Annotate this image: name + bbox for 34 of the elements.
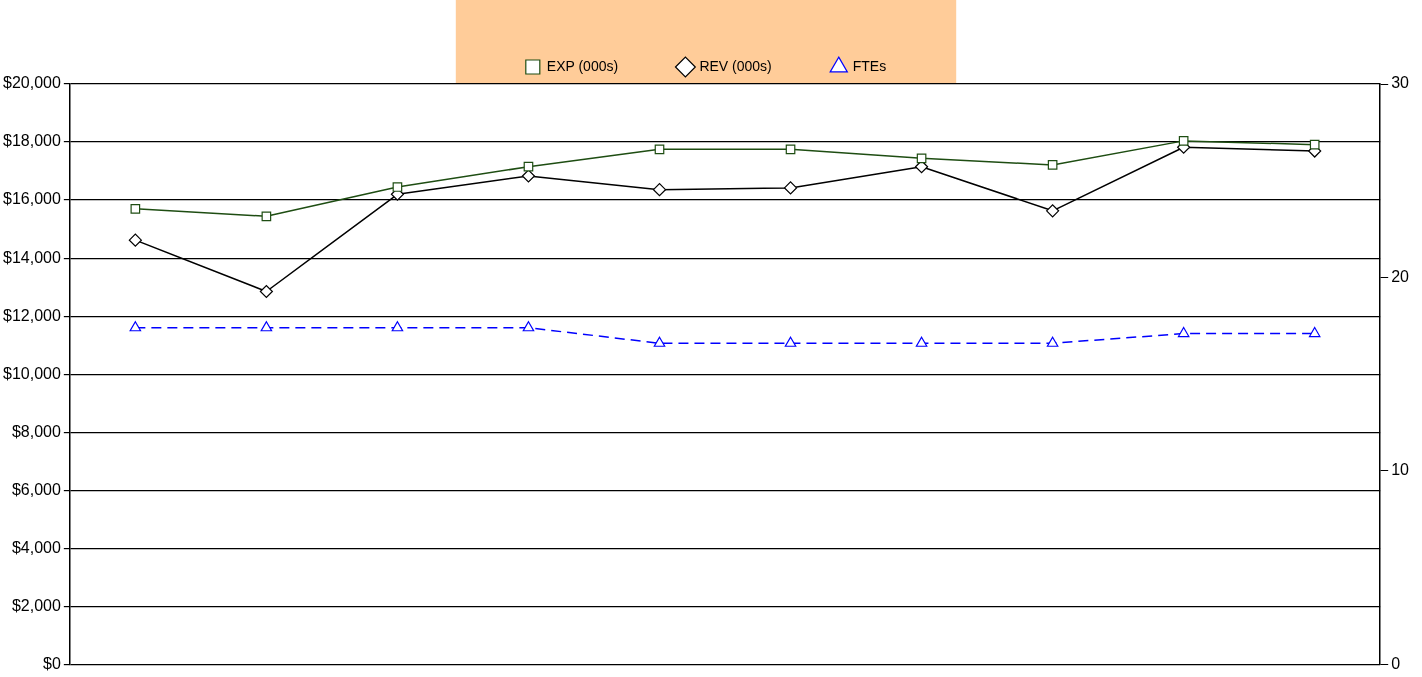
point xyxy=(1047,160,1058,170)
y-tick-label: $4,000 xyxy=(11,538,61,556)
y-tick-label: $2,000 xyxy=(11,596,61,614)
y-tick-label: $14,000 xyxy=(2,248,61,266)
point xyxy=(521,169,536,183)
point xyxy=(652,183,667,197)
y-tick-label: $8,000 xyxy=(11,422,61,440)
point xyxy=(130,203,141,214)
point xyxy=(785,144,796,155)
point xyxy=(259,284,273,299)
legend-label: REV (000s) xyxy=(699,57,772,74)
y2-tick-label: 0 xyxy=(1391,654,1401,672)
point xyxy=(783,181,798,195)
point xyxy=(654,144,665,155)
y-tick-label: $18,000 xyxy=(2,132,61,150)
legend-label: EXP (000s) xyxy=(546,57,619,74)
y-tick-label: $6,000 xyxy=(11,480,61,498)
legend-label: FTEs xyxy=(852,57,887,74)
point xyxy=(916,153,927,164)
point xyxy=(1178,136,1189,146)
y2-tick-label: 10 xyxy=(1391,461,1410,479)
point xyxy=(261,211,272,222)
y2-tick-label: 30 xyxy=(1391,74,1410,92)
y-tick-label: $0 xyxy=(43,654,61,672)
y-tick-label: $20,000 xyxy=(2,74,61,92)
point xyxy=(128,233,142,247)
y-tick-label: $12,000 xyxy=(2,306,61,324)
point xyxy=(523,161,534,172)
y-tick-label: $16,000 xyxy=(2,190,61,208)
point xyxy=(392,182,403,192)
y-tick-label: $10,000 xyxy=(2,364,61,382)
point xyxy=(1309,139,1320,150)
y2-tick-label: 20 xyxy=(1391,267,1410,285)
point xyxy=(1046,204,1060,218)
